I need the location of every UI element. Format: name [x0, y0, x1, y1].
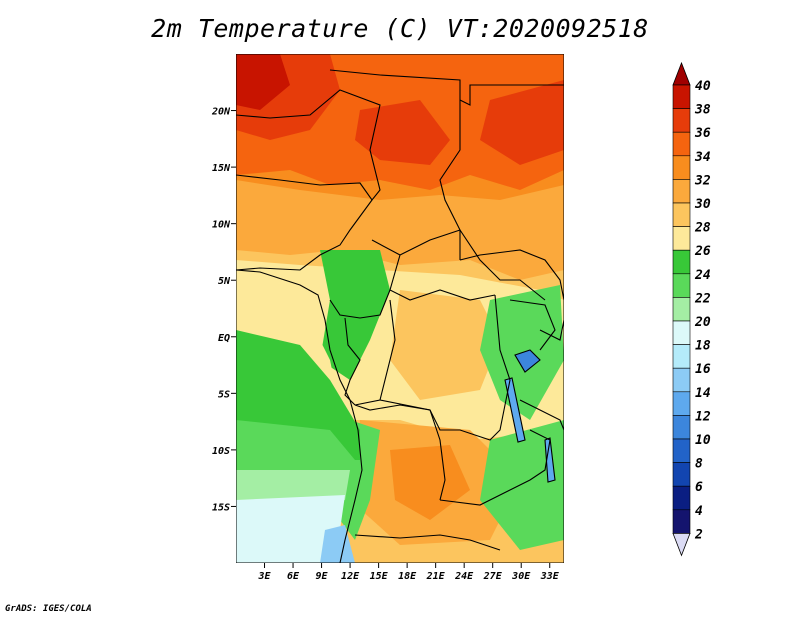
- lon-tick-label: 18E: [398, 571, 417, 582]
- colorbar-segment: [672, 108, 691, 133]
- lat-tick-label: 5N: [218, 276, 231, 287]
- map-plot-area: [236, 54, 564, 563]
- coastline-west: [236, 269, 363, 563]
- lon-tick-label: 3E: [257, 571, 271, 582]
- lon-tick-label: 30E: [511, 571, 531, 582]
- colorbar-label: 24: [694, 268, 711, 283]
- colorbar-label: 6: [695, 480, 703, 495]
- lake-victoria-cool: [515, 350, 540, 372]
- lat-tick-label: 15N: [212, 163, 231, 174]
- colorbar-label: 14: [695, 386, 711, 401]
- colorbar-label: 26: [694, 244, 711, 259]
- lon-tick-label: 24E: [454, 571, 474, 582]
- colorbar-segment: [672, 344, 691, 369]
- lake-tanganyika-cool: [505, 378, 525, 442]
- colorbar-segment: [672, 438, 691, 463]
- border-angola-drc: [354, 404, 446, 501]
- border-gabon-congo: [344, 317, 361, 406]
- colorbar-segment: [672, 155, 691, 180]
- border-cameroon-gabon: [329, 289, 391, 319]
- longitude-axis: 3E 6E 9E 12E 15E 18E 21E 24E 27E 30E 33E: [257, 563, 560, 582]
- footer-credit: GrADS: IGES/COLA: [5, 604, 92, 614]
- colorbar-segment: [672, 202, 691, 227]
- colorbar-label: 22: [694, 291, 711, 306]
- colorbar-segment: [672, 320, 691, 345]
- colorbar-label: 10: [695, 433, 711, 448]
- colorbar-label: 32: [694, 173, 711, 188]
- temperature-band-24-cameroon: [320, 250, 390, 380]
- colorbar-label: 28: [694, 221, 711, 236]
- lon-tick-label: 27E: [483, 571, 503, 582]
- colorbar-segment: [672, 273, 691, 298]
- colorbar-segment: [672, 367, 691, 393]
- colorbar-segment: [672, 131, 691, 157]
- ocean-band-16: [236, 495, 345, 563]
- lat-tick-label: 5S: [218, 389, 230, 400]
- colorbar-segment: [672, 485, 691, 511]
- colorbar-label: 2: [694, 527, 703, 542]
- lat-tick-label: 20N: [211, 107, 231, 118]
- lon-tick-label: 9E: [316, 571, 329, 582]
- colorbar-bottom-arrow: [672, 533, 691, 557]
- colorbar-segment: [672, 415, 691, 440]
- colorbar-label: 36: [694, 126, 711, 141]
- lon-tick-label: 33E: [540, 571, 560, 582]
- lake-outlines: [504, 349, 556, 483]
- colorbar-segment: [672, 249, 691, 275]
- colorbar-segment: [672, 391, 691, 416]
- colorbar-label: 8: [695, 457, 703, 472]
- temperature-band-24-south: [480, 420, 564, 550]
- colorbar-top-arrow: [672, 61, 691, 86]
- colorbar-label: 16: [695, 362, 711, 377]
- border-nigeria: [236, 175, 373, 271]
- colorbar-label: 38: [694, 103, 711, 118]
- map-title: 2m Temperature (C) VT:2020092518: [151, 14, 649, 43]
- colorbar-segment: [672, 462, 691, 487]
- lon-tick-label: 6E: [287, 571, 300, 582]
- border-niger-chad: [236, 89, 381, 201]
- border-south-sudan: [459, 249, 564, 301]
- lon-tick-label: 12E: [341, 571, 360, 582]
- colorbar-segment: [672, 297, 691, 322]
- lon-tick-label: 21E: [426, 571, 446, 582]
- colorbar-label: 20: [694, 315, 711, 330]
- temperature-band-28-congo: [390, 290, 500, 400]
- colorbar-label: 12: [695, 409, 711, 424]
- colorbar-label: 18: [695, 339, 711, 354]
- border-uganda-kenya: [509, 299, 556, 351]
- border-drc: [354, 294, 511, 441]
- temperature-band-34-central: [355, 100, 450, 165]
- colorbar-segment: [672, 226, 691, 251]
- colorbar-label: 30: [694, 197, 711, 212]
- lat-tick-label: EQ: [218, 333, 230, 344]
- border-libya-egypt: [329, 69, 564, 106]
- lon-tick-label: 15E: [370, 571, 389, 582]
- colorbar-label: 34: [694, 150, 711, 165]
- colorbar: 40 38 36 34 32 30 28 26 24 22 20 18 16 14 12 10 8 6 4 2: [672, 61, 711, 557]
- colorbar-segment: [672, 509, 691, 534]
- border-car: [371, 229, 546, 301]
- lat-tick-label: 10N: [212, 220, 231, 231]
- border-tanzania: [519, 319, 564, 431]
- country-borders: [236, 69, 564, 563]
- border-angola-namibia: [354, 534, 501, 551]
- colorbar-label: 4: [695, 504, 703, 519]
- lat-tick-label: 10S: [212, 446, 230, 457]
- colorbar-segment: [672, 84, 691, 109]
- colorbar-segment: [672, 179, 691, 204]
- colorbar-label: 40: [695, 79, 711, 94]
- temperature-band-36: [236, 54, 290, 110]
- latitude-axis: 20N 15N 10N 5N EQ 5S 10S 15S: [211, 107, 236, 513]
- temperature-band-34-east: [480, 80, 564, 165]
- lat-tick-label: 15S: [212, 502, 230, 513]
